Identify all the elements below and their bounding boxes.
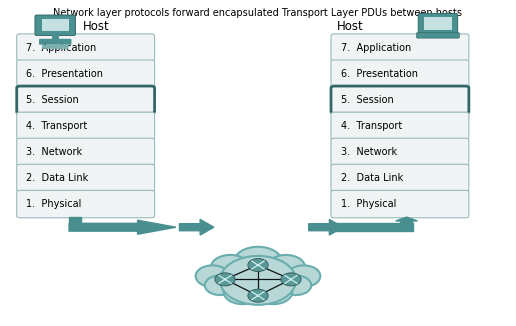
- Bar: [52, 34, 59, 40]
- Text: 4.  Transport: 4. Transport: [26, 121, 88, 131]
- FancyBboxPatch shape: [39, 39, 71, 45]
- Polygon shape: [69, 220, 176, 234]
- Circle shape: [254, 279, 293, 304]
- Polygon shape: [69, 217, 81, 223]
- Text: 3.  Network: 3. Network: [341, 147, 397, 157]
- FancyBboxPatch shape: [331, 60, 469, 87]
- Circle shape: [248, 289, 268, 302]
- Text: Host: Host: [336, 20, 363, 33]
- FancyBboxPatch shape: [17, 164, 155, 192]
- FancyBboxPatch shape: [331, 138, 469, 166]
- Circle shape: [220, 256, 296, 305]
- FancyBboxPatch shape: [331, 34, 469, 61]
- Polygon shape: [180, 219, 214, 235]
- FancyBboxPatch shape: [17, 34, 155, 61]
- Circle shape: [215, 273, 235, 286]
- Circle shape: [289, 278, 293, 280]
- Bar: [42, 19, 69, 31]
- Text: 1.  Physical: 1. Physical: [26, 199, 82, 209]
- Text: 3.  Network: 3. Network: [26, 147, 83, 157]
- Circle shape: [256, 295, 260, 297]
- FancyBboxPatch shape: [416, 33, 459, 38]
- FancyBboxPatch shape: [331, 164, 469, 192]
- Circle shape: [248, 259, 268, 272]
- Text: 4.  Transport: 4. Transport: [341, 121, 402, 131]
- FancyBboxPatch shape: [331, 190, 469, 218]
- Circle shape: [256, 264, 260, 266]
- FancyBboxPatch shape: [17, 138, 155, 166]
- Text: 6.  Presentation: 6. Presentation: [341, 69, 417, 79]
- Circle shape: [281, 273, 301, 286]
- Polygon shape: [396, 217, 417, 223]
- Text: 5.  Session: 5. Session: [26, 95, 79, 105]
- Text: 2.  Data Link: 2. Data Link: [341, 173, 403, 183]
- Text: 2.  Data Link: 2. Data Link: [26, 173, 89, 183]
- FancyBboxPatch shape: [418, 13, 458, 34]
- FancyBboxPatch shape: [331, 112, 469, 140]
- Circle shape: [223, 279, 262, 304]
- FancyBboxPatch shape: [17, 112, 155, 140]
- Circle shape: [234, 247, 282, 278]
- Text: Network layer protocols forward encapsulated Transport Layer PDUs between hosts: Network layer protocols forward encapsul…: [54, 8, 462, 18]
- FancyBboxPatch shape: [17, 60, 155, 87]
- Text: 6.  Presentation: 6. Presentation: [26, 69, 103, 79]
- Circle shape: [281, 275, 311, 295]
- FancyBboxPatch shape: [17, 86, 155, 113]
- Polygon shape: [309, 219, 343, 235]
- Circle shape: [205, 275, 235, 295]
- Text: 1.  Physical: 1. Physical: [341, 199, 396, 209]
- Circle shape: [196, 265, 229, 287]
- Text: 7.  Application: 7. Application: [341, 43, 411, 52]
- Circle shape: [287, 265, 320, 287]
- Polygon shape: [332, 223, 413, 231]
- Bar: [424, 17, 452, 30]
- FancyBboxPatch shape: [42, 45, 69, 49]
- FancyBboxPatch shape: [331, 86, 469, 113]
- FancyBboxPatch shape: [17, 190, 155, 218]
- Circle shape: [267, 255, 305, 280]
- Text: Host: Host: [83, 20, 110, 33]
- Circle shape: [211, 255, 249, 280]
- Circle shape: [223, 278, 227, 280]
- Text: 7.  Application: 7. Application: [26, 43, 96, 52]
- FancyBboxPatch shape: [35, 15, 75, 36]
- Text: 5.  Session: 5. Session: [341, 95, 393, 105]
